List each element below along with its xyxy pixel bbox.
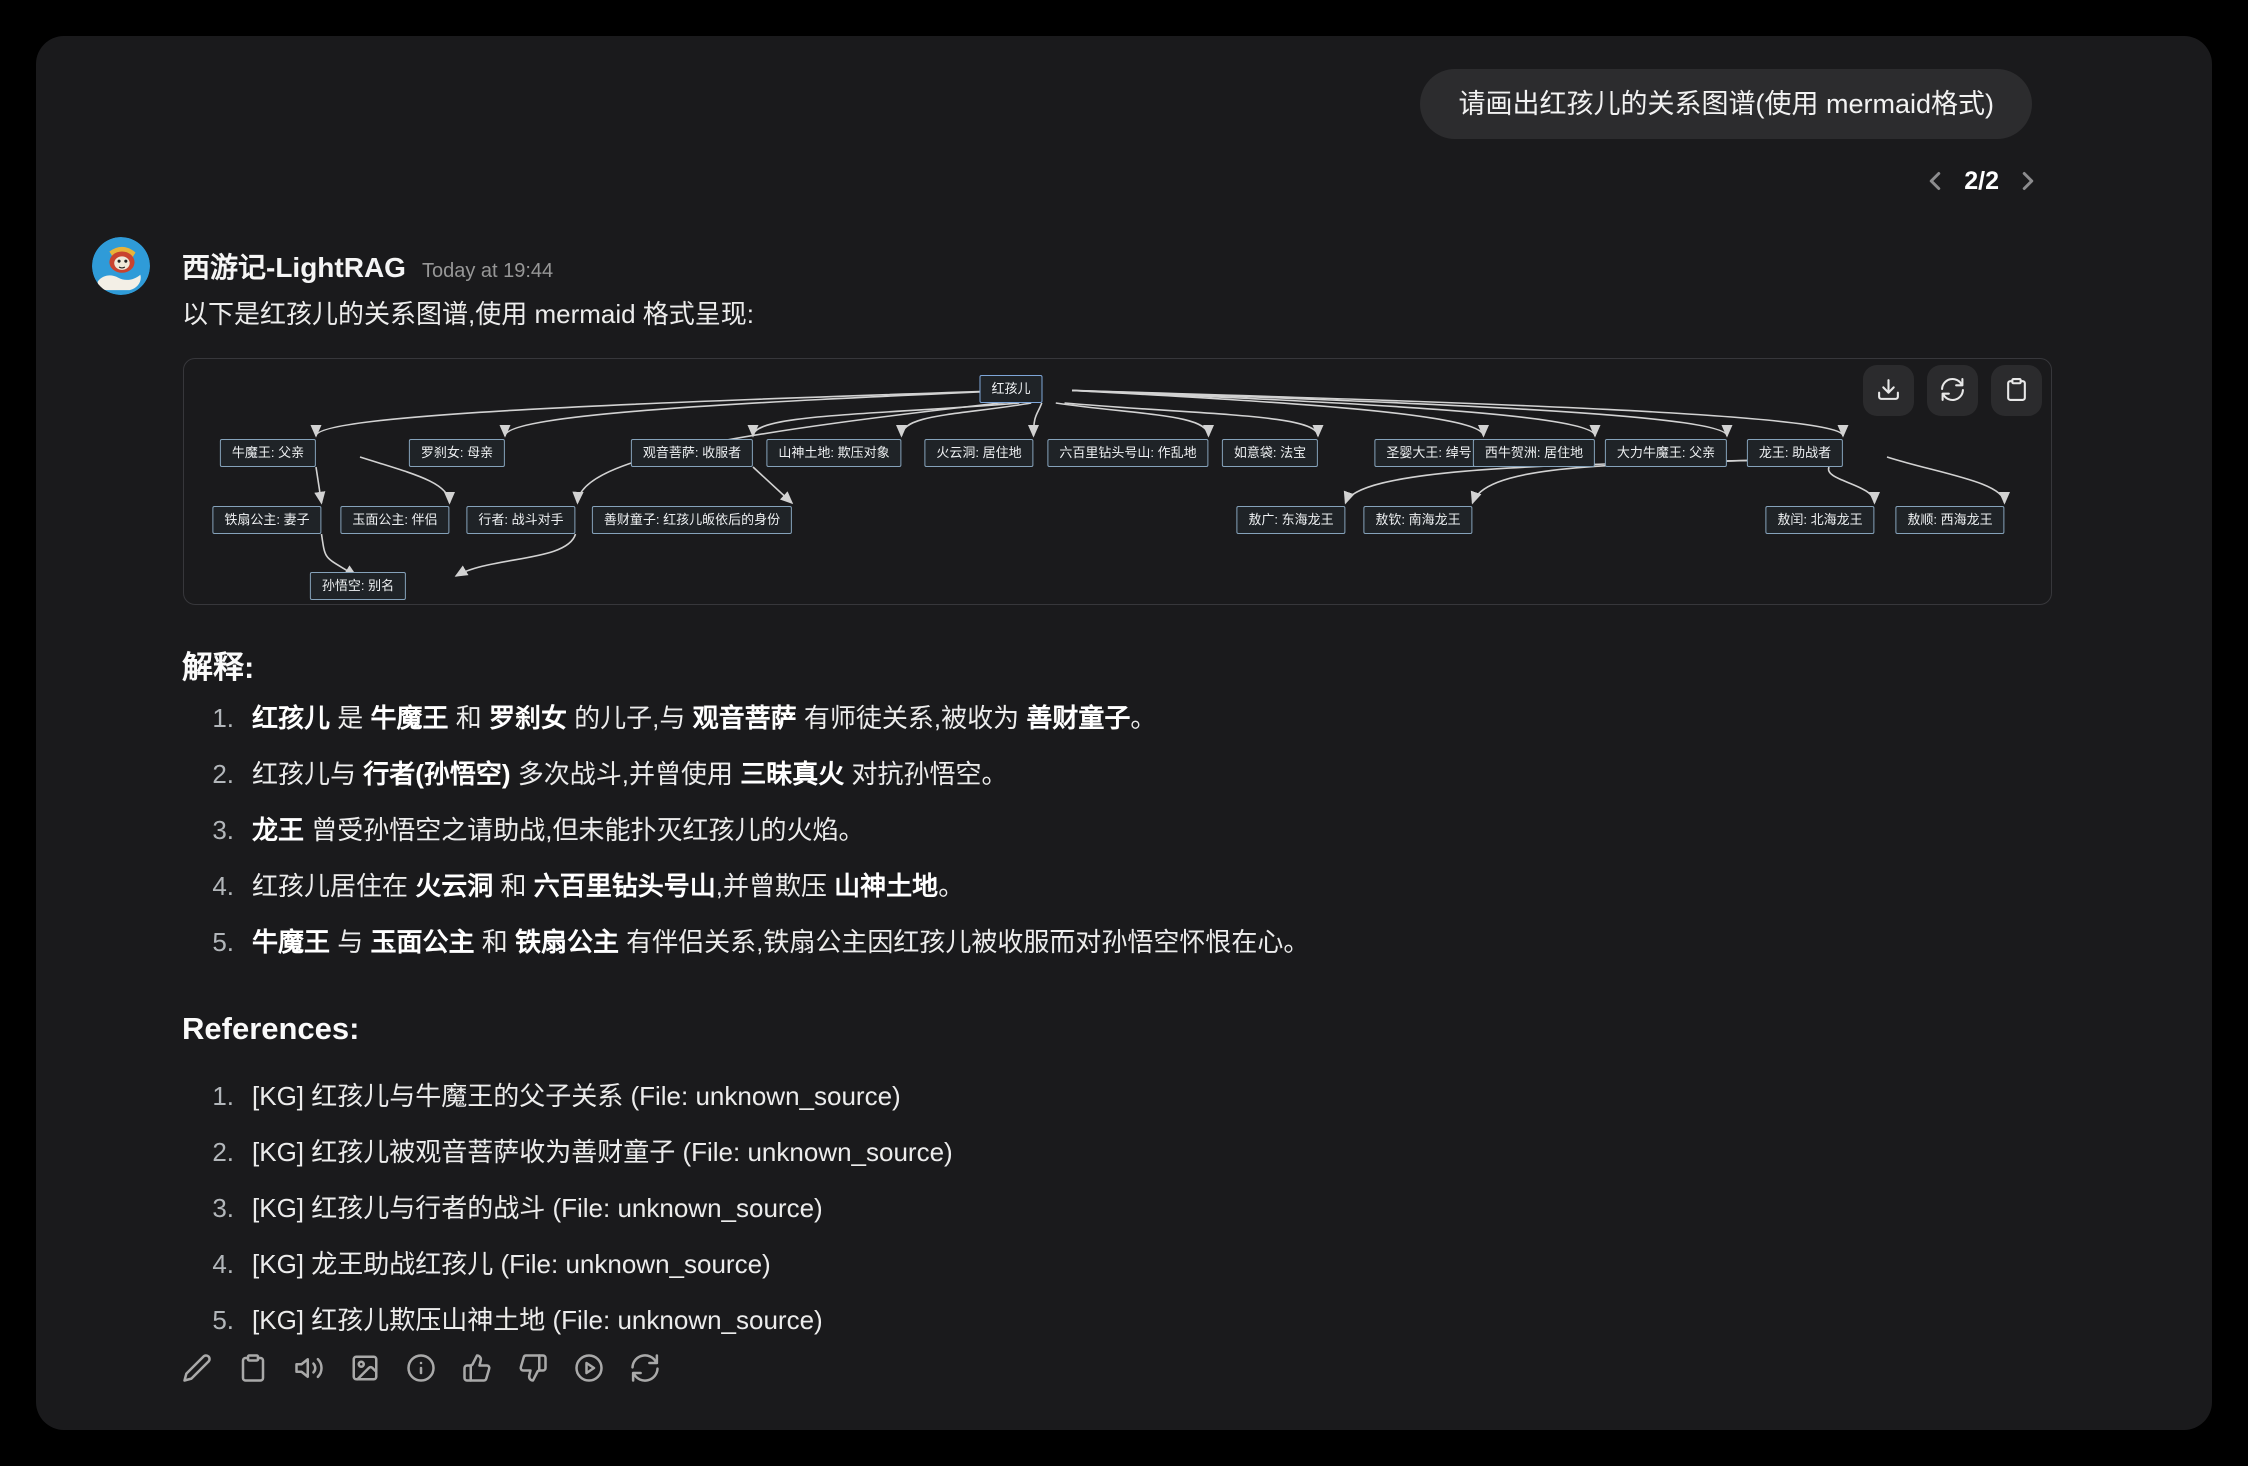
- diagram-node-wukong: 孙悟空: 别名: [309, 572, 407, 600]
- user-message-text: 请画出红孩儿的关系图谱(使用 mermaid格式): [1458, 89, 1994, 119]
- diagram-download-button[interactable]: [1863, 365, 1914, 416]
- diagram-edge-honghaier-longwang: [1071, 389, 1849, 438]
- refresh-icon: [1940, 377, 1965, 405]
- reference-item: 5. [KG] 红孩儿欺压山神土地 (File: unknown_source): [212, 1305, 823, 1335]
- diagram-edge-tieshan-wukong: [320, 533, 358, 577]
- response-pagination: 2/2: [1920, 166, 2043, 196]
- diagram-edge-niumowang-tieshan: [314, 466, 326, 505]
- diagram-edge-honghaier-xiniu: [1071, 389, 1601, 438]
- diagram-node-longwang: 龙王: 助战者: [1746, 439, 1844, 467]
- explanation-item: 3. 龙王 曾受孙悟空之请助战,但未能扑灭红孩儿的火焰。: [212, 815, 865, 845]
- info-button[interactable]: [406, 1352, 436, 1386]
- diagram-edge-longwang-aoshun: [1886, 456, 2011, 505]
- reference-item: 3. [KG] 红孩儿与行者的战斗 (File: unknown_source): [212, 1193, 823, 1223]
- generate-image-button[interactable]: [350, 1352, 380, 1386]
- message-action-bar: [182, 1352, 660, 1386]
- play-circle-icon: [574, 1353, 604, 1386]
- diagram-node-shancai: 善财童子: 红孩儿皈依后的身份: [591, 506, 793, 534]
- assistant-avatar: [92, 237, 150, 295]
- diagram-node-aoqin: 敖钦: 南海龙王: [1363, 506, 1473, 534]
- download-icon: [1876, 377, 1901, 405]
- explanation-heading: 解释:: [182, 650, 255, 685]
- regenerate-button[interactable]: [630, 1352, 660, 1386]
- chat-panel: 请画出红孩儿的关系图谱(使用 mermaid格式) 2/2 西游记-Light: [36, 36, 2212, 1430]
- edit-button[interactable]: [182, 1352, 212, 1386]
- info-icon: [406, 1353, 436, 1386]
- diagram-node-aorun: 敖闰: 北海龙王: [1765, 506, 1875, 534]
- diagram-node-xingzhe: 行者: 战斗对手: [466, 506, 576, 534]
- chevron-right-icon: [2013, 172, 2043, 199]
- diagram-edge-niumowang-yumian: [359, 456, 456, 505]
- thumbs-down-icon: [518, 1353, 548, 1386]
- message-timestamp: Today at 19:44: [421, 260, 554, 282]
- previous-response-button[interactable]: [1920, 166, 1950, 196]
- diagram-node-shanshen: 山神土地: 欺压对象: [766, 439, 902, 467]
- diagram-edge-honghaier-shengying: [1071, 389, 1490, 438]
- user-message-bubble: 请画出红孩儿的关系图谱(使用 mermaid格式): [1420, 69, 2032, 139]
- response-page-count: 2/2: [1964, 166, 1999, 195]
- explanation-item: 2. 红孩儿与 行者(孙悟空) 多次战斗,并曾使用 三昧真火 对抗孙悟空。: [212, 759, 1008, 789]
- explanation-item: 5. 牛魔王 与 玉面公主 和 铁扇公主 有伴侣关系,铁扇公主因红孩儿被收服而对孙…: [212, 927, 1310, 957]
- mermaid-diagram: 红孩儿牛魔王: 父亲 罗刹女: 母亲 观音菩萨: 收服者 山神土地: 欺压对象 火云洞:…: [183, 358, 2052, 605]
- diagram-edge-honghaier-guanyin: [747, 402, 1020, 438]
- diagram-node-tieshan: 铁扇公主: 妻子: [212, 506, 322, 534]
- diagram-node-yumian: 玉面公主: 伴侣: [340, 506, 450, 534]
- diagram-node-ruyidai: 如意袋: 法宝: [1221, 439, 1319, 467]
- diagram-edge-honghaier-liubaili: [1055, 402, 1215, 438]
- diagram-node-shengying: 圣婴大王: 绰号: [1374, 439, 1484, 467]
- diagram-edge-guanyin-shancai: [752, 466, 794, 505]
- chevron-left-icon: [1920, 172, 1950, 199]
- clipboard-icon: [2004, 377, 2029, 405]
- copy-button[interactable]: [238, 1352, 268, 1386]
- diagram-edge-honghaier-shanshen: [895, 402, 1032, 438]
- diagram-node-guanyin: 观音菩萨: 收服者: [630, 439, 754, 467]
- thumbs-up-icon: [462, 1353, 492, 1386]
- diagram-node-xiniu: 西牛贺洲: 居住地: [1472, 439, 1596, 467]
- continue-response-button[interactable]: [574, 1352, 604, 1386]
- references-list: 1. [KG] 红孩儿与牛魔王的父子关系 (File: unknown_sourc…: [182, 1076, 953, 1356]
- diagram-node-liubaili: 六百里钻头号山: 作乱地: [1047, 439, 1209, 467]
- diagram-node-luosha: 罗刹女: 母亲: [408, 439, 506, 467]
- diagram-edge-xingzhe-wukong: [454, 533, 577, 577]
- diagram-edge-honghaier-niumowang: [310, 389, 1014, 438]
- bad-response-button[interactable]: [518, 1352, 548, 1386]
- assistant-header: 西游记-LightRAG Today at 19:44: [182, 246, 553, 286]
- diagram-node-honghaier: 红孩儿: [979, 375, 1043, 403]
- diagram-node-aoguang: 敖广: 东海龙王: [1236, 506, 1346, 534]
- diagram-toolbar: [1863, 365, 2042, 416]
- clipboard-icon: [238, 1353, 268, 1386]
- refresh-icon: [630, 1353, 660, 1386]
- reference-item: 2. [KG] 红孩儿被观音菩萨收为善财童子 (File: unknown_sou…: [212, 1137, 953, 1167]
- diagram-node-niumowang: 牛魔王: 父亲: [219, 439, 317, 467]
- speaker-icon: [294, 1353, 324, 1386]
- diagram-node-huoyun: 火云洞: 居住地: [924, 439, 1034, 467]
- diagram-edge-honghaier-ruyidai: [1064, 402, 1324, 438]
- assistant-intro-text: 以下是红孩儿的关系图谱,使用 mermaid 格式呈现:: [182, 299, 755, 329]
- references-heading: References:: [182, 1011, 360, 1046]
- explanation-list: 1. 红孩儿 是 牛魔王 和 罗刹女 的儿子,与 观音菩萨 有师徒关系,被收为 善…: [182, 698, 1309, 978]
- diagram-rerender-button[interactable]: [1927, 365, 1978, 416]
- image-icon: [350, 1353, 380, 1386]
- reference-item: 4. [KG] 龙王助战红孩儿 (File: unknown_source): [212, 1249, 771, 1279]
- diagram-node-aoshun: 敖顺: 西海龙王: [1895, 506, 2005, 534]
- diagram-edge-longwang-aorun: [1828, 466, 1881, 505]
- diagram-edge-honghaier-huoyun: [1027, 402, 1043, 438]
- diagram-copy-button[interactable]: [1991, 365, 2042, 416]
- assistant-name: 西游记-LightRAG: [182, 252, 406, 283]
- diagram-edge-honghaier-luosha: [499, 389, 1014, 438]
- pencil-icon: [182, 1353, 212, 1386]
- diagram-node-dali: 大力牛魔王: 父亲: [1604, 439, 1728, 467]
- explanation-item: 1. 红孩儿 是 牛魔王 和 罗刹女 的儿子,与 观音菩萨 有师徒关系,被收为 善…: [212, 703, 1157, 733]
- diagram-edges: [310, 389, 2011, 577]
- good-response-button[interactable]: [462, 1352, 492, 1386]
- read-aloud-button[interactable]: [294, 1352, 324, 1386]
- next-response-button[interactable]: [2013, 166, 2043, 196]
- reference-item: 1. [KG] 红孩儿与牛魔王的父子关系 (File: unknown_sourc…: [212, 1081, 901, 1111]
- diagram-edge-longwang-aoqin: [1470, 458, 1798, 505]
- explanation-item: 4. 红孩儿居住在 火云洞 和 六百里钻头号山,并曾欺压 山神土地。: [212, 871, 965, 901]
